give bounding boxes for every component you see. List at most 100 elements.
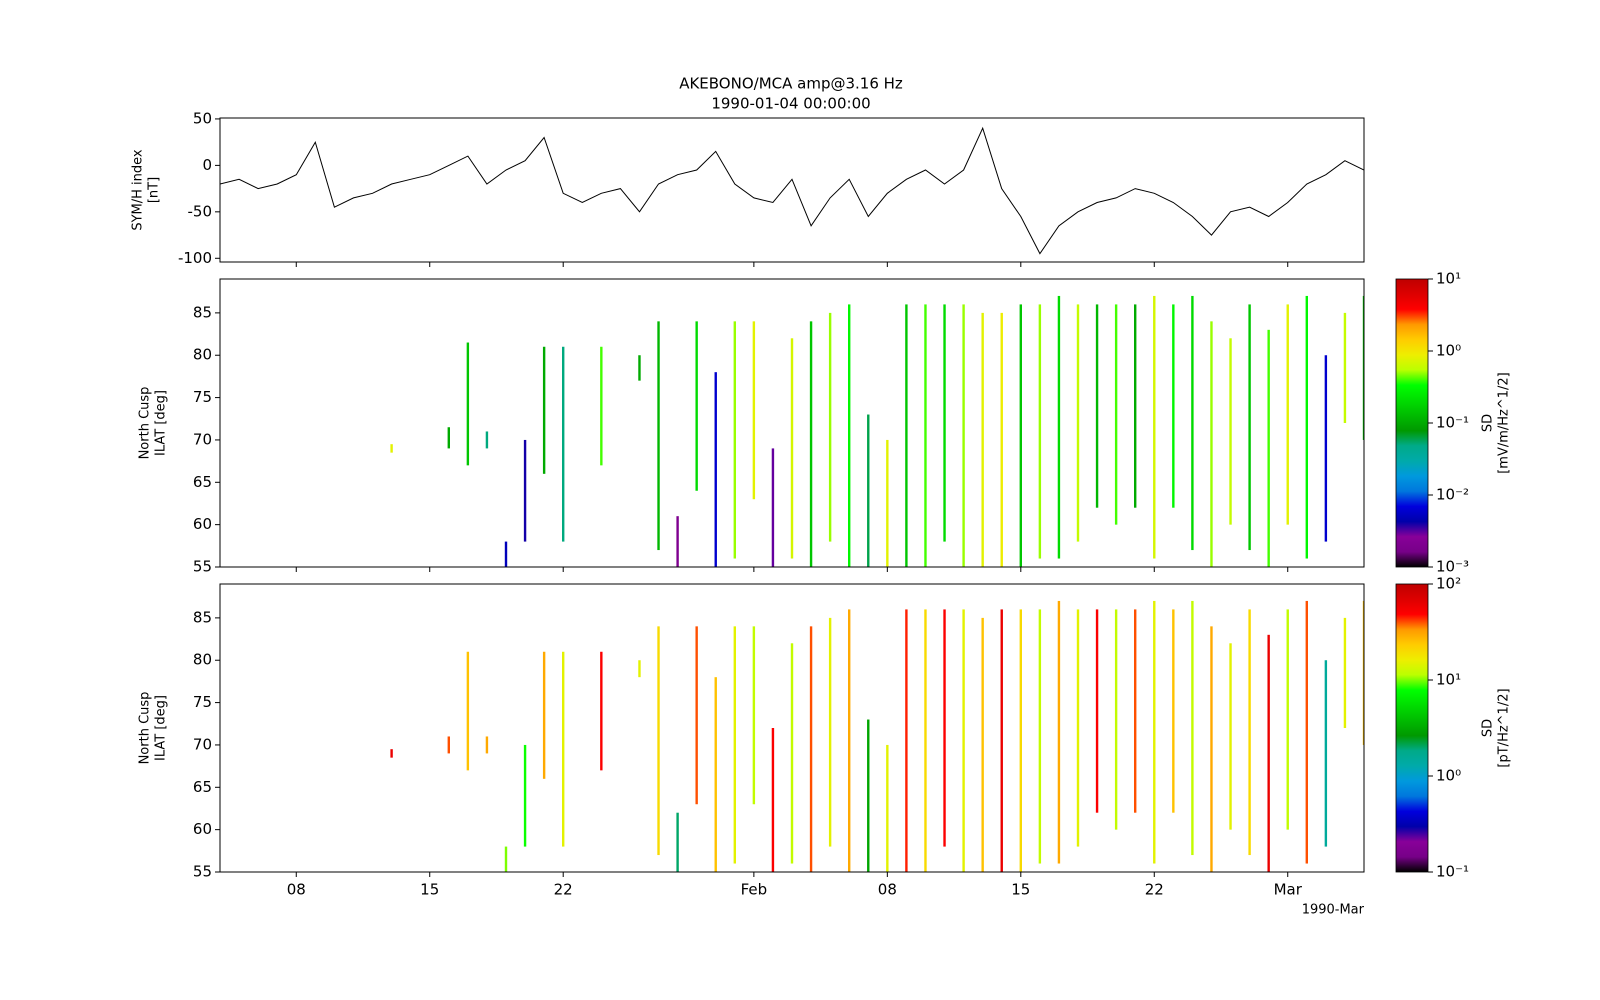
spectrogram-segment bbox=[1286, 304, 1289, 525]
colorbar-tick-label: 10⁻³ bbox=[1436, 558, 1469, 576]
spectrogram-segment bbox=[981, 617, 984, 872]
spectrogram-segment bbox=[924, 304, 927, 567]
spectrogram-segment bbox=[771, 448, 775, 567]
colorbar-tick-label: 10⁻² bbox=[1436, 486, 1469, 504]
colorbar bbox=[1395, 583, 1429, 873]
spectrogram-segment bbox=[542, 346, 546, 474]
x-tick-label: 15 bbox=[1011, 881, 1030, 899]
spectrogram-segment bbox=[1095, 304, 1099, 508]
spectrogram-segment bbox=[466, 342, 470, 466]
spectrogram-segment bbox=[657, 626, 660, 856]
y-axis-label: [nT] bbox=[147, 177, 162, 203]
spectrogram-segment bbox=[676, 812, 679, 872]
spectrogram-segment bbox=[733, 626, 736, 864]
spectrogram-segment bbox=[542, 651, 546, 779]
spectrogram-segment bbox=[638, 355, 641, 381]
spectrogram-segment bbox=[943, 304, 946, 542]
spectrogram-segment bbox=[523, 744, 527, 847]
spectrogram-segment bbox=[600, 346, 603, 466]
x-tick-label: Mar bbox=[1274, 881, 1303, 899]
spectrogram-segment bbox=[1267, 634, 1270, 872]
spectrogram-segment bbox=[867, 414, 870, 567]
spectrogram-segment bbox=[485, 431, 489, 449]
spectrogram-segment bbox=[1343, 617, 1347, 728]
spectrogram-segment bbox=[1076, 304, 1080, 542]
spectrogram-segment bbox=[714, 372, 717, 567]
x-tick-label: 15 bbox=[420, 881, 439, 899]
y-axis-label: SYM/H index bbox=[131, 149, 146, 231]
axes-frame bbox=[219, 583, 1365, 873]
y-tick-label: 60 bbox=[193, 820, 212, 838]
spectrogram-segment bbox=[1324, 355, 1328, 542]
spectrogram-segment bbox=[1153, 295, 1156, 559]
spectrogram-segment bbox=[886, 439, 889, 567]
spectrogram-segment bbox=[962, 609, 965, 872]
x-tick-label: 22 bbox=[554, 881, 573, 899]
x-offset-label: 1990-Mar bbox=[1302, 903, 1365, 918]
spectrogram-segment bbox=[790, 643, 794, 864]
spectrogram-segment bbox=[924, 609, 927, 872]
colorbar-tick-label: 10¹ bbox=[1436, 270, 1461, 288]
y-tick-label: 65 bbox=[193, 473, 212, 491]
y-tick-label: 80 bbox=[193, 346, 212, 364]
y-tick-label: -50 bbox=[188, 202, 213, 220]
y-tick-label: -100 bbox=[178, 249, 212, 267]
spectrogram-segment bbox=[1305, 295, 1308, 559]
spectrogram-segment bbox=[886, 744, 889, 872]
spectrogram-segment bbox=[1057, 295, 1061, 559]
y-tick-label: 65 bbox=[193, 778, 212, 796]
spectrogram-segment bbox=[1000, 312, 1003, 567]
spectrogram-segment bbox=[695, 321, 698, 491]
colorbar-tick-label: 10⁰ bbox=[1436, 767, 1461, 785]
spectrogram-segment bbox=[943, 609, 946, 847]
line bbox=[220, 126, 1364, 255]
spectrogram-segment bbox=[828, 617, 832, 847]
y-tick-label: 70 bbox=[193, 430, 212, 448]
spectrogram-segment bbox=[562, 346, 565, 542]
spectrogram-segment bbox=[1362, 295, 1364, 440]
spectrogram-segment bbox=[714, 677, 717, 872]
spectrogram-segment bbox=[1114, 304, 1118, 525]
x-tick-label: 08 bbox=[878, 881, 897, 899]
spectrogram-segment bbox=[981, 312, 984, 567]
colorbar-tick-label: 10⁰ bbox=[1436, 342, 1461, 360]
spectrogram-segment bbox=[1095, 609, 1099, 813]
plot-area bbox=[390, 600, 1364, 872]
spectrogram-segment bbox=[600, 651, 603, 771]
colorbar-tick-label: 10¹ bbox=[1436, 671, 1461, 689]
spectrogram-segment bbox=[1134, 609, 1137, 813]
spectrogram-segment bbox=[1191, 295, 1194, 551]
x-tick-label: 22 bbox=[1145, 881, 1164, 899]
colorbar-tick-label: 10⁻¹ bbox=[1436, 863, 1469, 881]
spectrogram-segment bbox=[1038, 609, 1042, 864]
y-tick-label: 55 bbox=[193, 558, 212, 576]
spectrogram-segment bbox=[1057, 600, 1061, 864]
spectrogram-segment bbox=[809, 321, 813, 567]
y-tick-label: 80 bbox=[193, 651, 212, 669]
spectrogram-segment bbox=[1229, 643, 1232, 830]
y-tick-label: 85 bbox=[193, 303, 212, 321]
spectrogram-segment bbox=[1305, 600, 1308, 864]
spectrogram-segment bbox=[562, 651, 565, 847]
spectrogram-segment bbox=[867, 719, 870, 872]
spectrogram-segment bbox=[962, 304, 965, 567]
spectrogram-segment bbox=[1248, 304, 1251, 551]
spectrogram-segment bbox=[848, 304, 851, 567]
y-axis-label: North Cusp bbox=[138, 692, 153, 765]
spectrogram-segment bbox=[504, 846, 508, 872]
chart-title: AKEBONO/MCA amp@3.16 Hz bbox=[679, 75, 903, 93]
y-tick-label: 75 bbox=[193, 388, 212, 406]
y-tick-label: 50 bbox=[193, 109, 212, 127]
spectrogram-segment bbox=[1343, 312, 1347, 423]
colorbar bbox=[1395, 278, 1429, 568]
axes-frame bbox=[219, 117, 1365, 263]
plot-area bbox=[390, 295, 1364, 567]
spectrogram-segment bbox=[828, 312, 832, 542]
colorbar-tick-label: 10⁻¹ bbox=[1436, 414, 1469, 432]
spectrogram-segment bbox=[447, 427, 450, 449]
spectrogram-segment bbox=[1153, 600, 1156, 864]
spectrogram-segment bbox=[485, 736, 489, 754]
colorbar-label: SD bbox=[1481, 414, 1496, 432]
spectrogram-segment bbox=[752, 626, 756, 805]
